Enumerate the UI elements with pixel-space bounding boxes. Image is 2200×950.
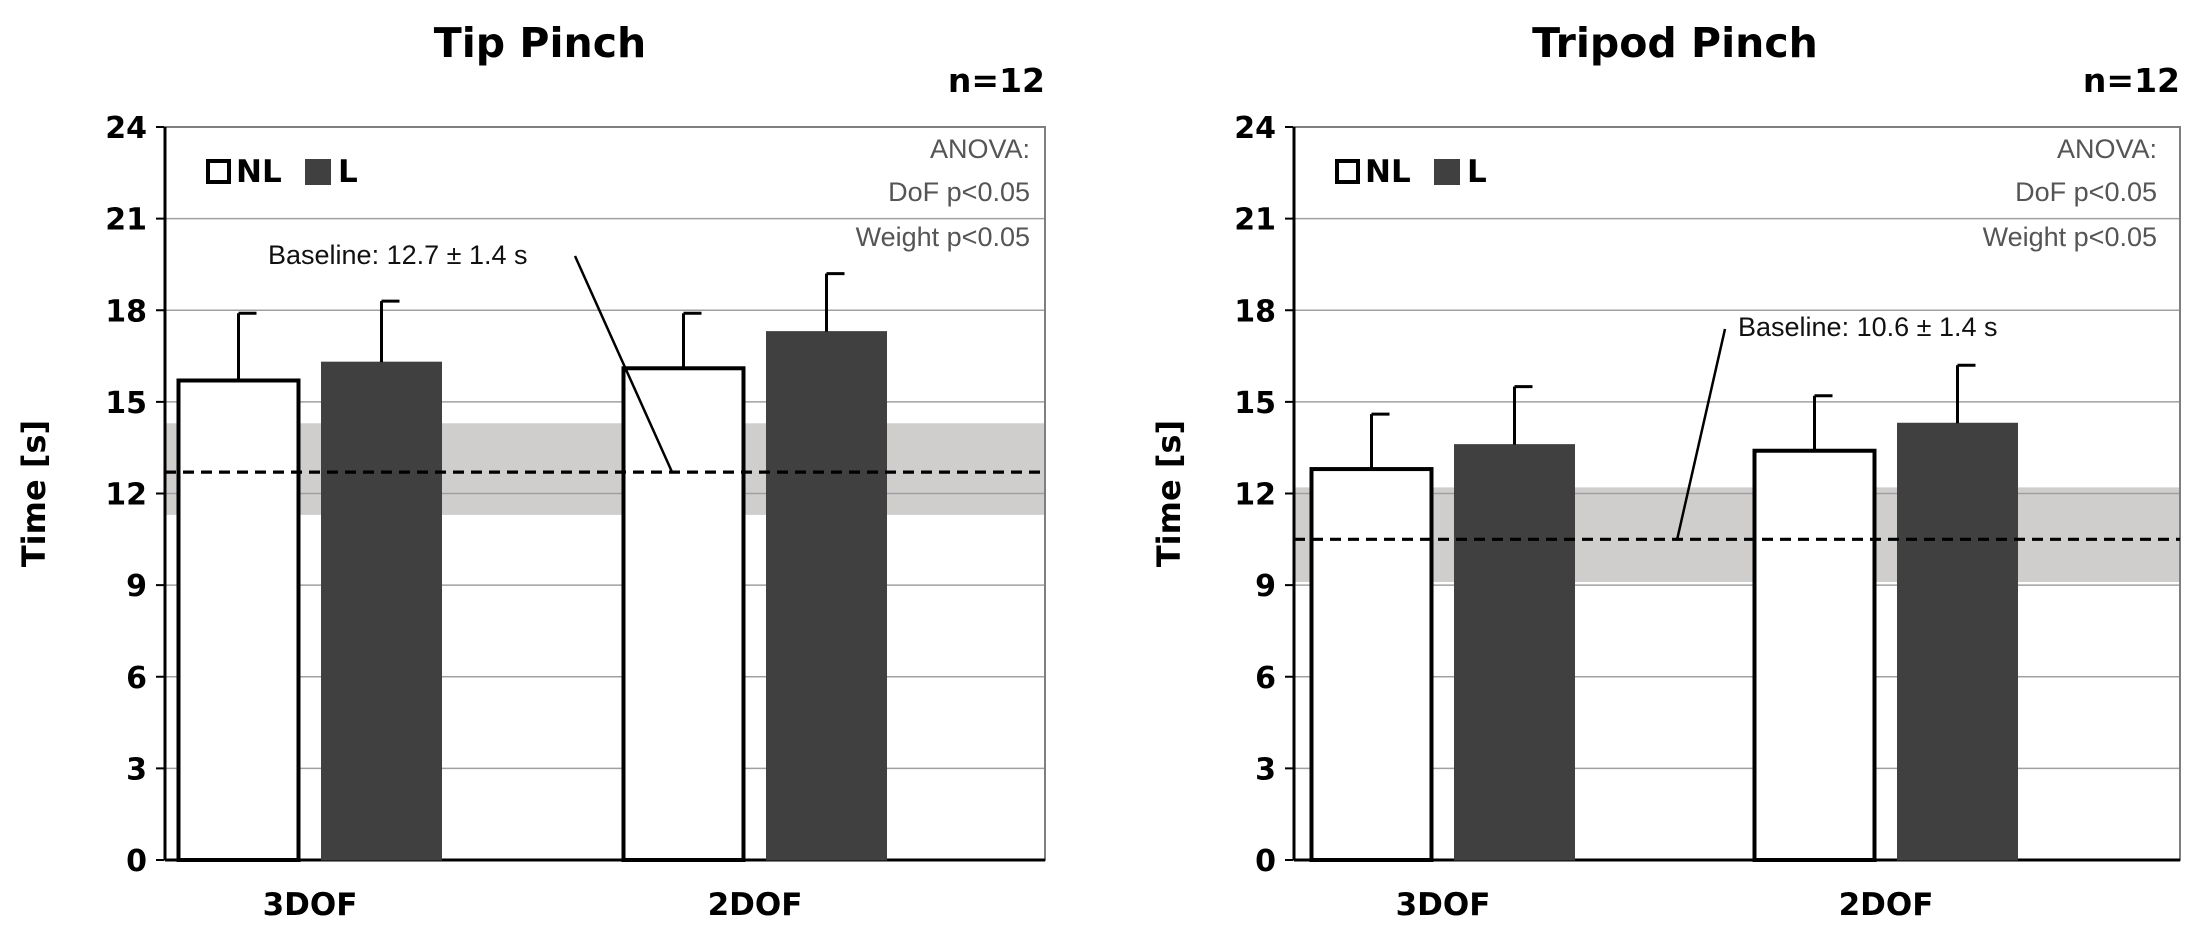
bar-l-3dof <box>1454 444 1575 861</box>
legend-swatch-nl <box>1335 159 1360 184</box>
baseline-label: Baseline: 12.7 ± 1.4 s <box>268 240 527 270</box>
x-tick-label: 3DOF <box>1396 887 1491 923</box>
chart-tripod-pinch: 0 3 6 9 12 15 18 21 24 3DOF 2DOF Baseline: 10.6 ± 1… <box>1150 19 2181 923</box>
y-tick-label: 12 <box>1234 478 1276 513</box>
y-tick-label: 24 <box>105 111 147 146</box>
y-tick-label: 18 <box>1234 294 1276 329</box>
legend: NL L <box>1335 154 1487 190</box>
bar-l-3dof <box>321 361 442 861</box>
y-tick-label: 9 <box>126 569 147 604</box>
n-label: n=12 <box>2083 61 2180 100</box>
anova-line: DoF p<0.05 <box>888 177 1030 207</box>
y-tick-label: 18 <box>105 294 147 329</box>
legend-label-l: L <box>1467 154 1487 190</box>
y-axis-label: Time [s] <box>15 420 53 567</box>
legend-label-nl: NL <box>236 154 282 190</box>
baseline-band <box>165 423 1045 515</box>
legend-swatch-l <box>1434 159 1460 185</box>
y-tick-label: 12 <box>105 478 147 513</box>
baseline-band <box>1294 487 2180 583</box>
anova-line: ANOVA: <box>930 134 1030 164</box>
y-tick-label: 21 <box>1234 203 1276 238</box>
y-tick-label: 21 <box>105 203 147 238</box>
y-tick-label: 15 <box>105 386 147 421</box>
chart-title: Tripod Pinch <box>1532 19 1818 67</box>
x-tick-label: 2DOF <box>1839 887 1934 923</box>
anova-line: DoF p<0.05 <box>2015 177 2157 207</box>
baseline-leader <box>1675 328 1727 541</box>
y-tick-label: 3 <box>126 752 147 787</box>
n-label: n=12 <box>948 61 1045 100</box>
y-tick-label: 0 <box>1255 844 1276 879</box>
bar-nl-2dof <box>1752 448 1877 862</box>
bar-l-2dof <box>766 331 887 861</box>
legend-label-nl: NL <box>1365 154 1411 190</box>
bar-nl-2dof <box>621 366 746 862</box>
anova-line: Weight p<0.05 <box>1983 222 2157 252</box>
legend: NL L <box>206 154 358 190</box>
chart-tip-pinch: 0 3 6 9 12 15 18 21 24 3DOF 2DOF Baseline: 12.7 ± 1… <box>15 19 1046 923</box>
anova-line: Weight p<0.05 <box>856 222 1030 252</box>
x-tick-label: 2DOF <box>708 887 803 923</box>
anova-line: ANOVA: <box>2057 134 2157 164</box>
x-tick-label: 3DOF <box>263 887 358 923</box>
legend-label-l: L <box>338 154 358 190</box>
bar-nl-3dof <box>1309 467 1434 862</box>
y-tick-label: 9 <box>1255 569 1276 604</box>
legend-swatch-l <box>305 159 331 185</box>
legend-swatch-nl <box>206 159 231 184</box>
baseline-label: Baseline: 10.6 ± 1.4 s <box>1738 312 1997 342</box>
bar-l-2dof <box>1897 422 2018 861</box>
bar-nl-3dof <box>176 378 301 862</box>
y-axis-label: Time [s] <box>1150 420 1188 567</box>
chart-title: Tip Pinch <box>434 19 646 67</box>
y-tick-label: 6 <box>1255 661 1276 696</box>
y-tick-label: 15 <box>1234 386 1276 421</box>
y-tick-label: 0 <box>126 844 147 879</box>
y-tick-label: 24 <box>1234 111 1276 146</box>
y-tick-label: 6 <box>126 661 147 696</box>
y-tick-label: 3 <box>1255 752 1276 787</box>
baseline-leader <box>573 255 674 473</box>
